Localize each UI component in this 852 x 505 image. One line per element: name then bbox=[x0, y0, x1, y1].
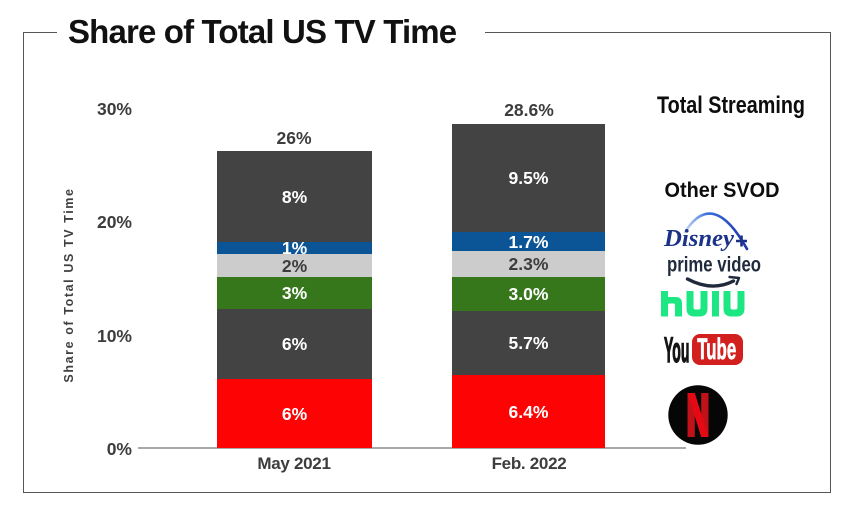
svg-text:Disney: Disney bbox=[663, 226, 734, 252]
svg-text:Other SVOD: Other SVOD bbox=[665, 178, 780, 202]
svg-text:prime video: prime video bbox=[667, 254, 761, 277]
svg-text:Total Streaming: Total Streaming bbox=[657, 92, 805, 119]
